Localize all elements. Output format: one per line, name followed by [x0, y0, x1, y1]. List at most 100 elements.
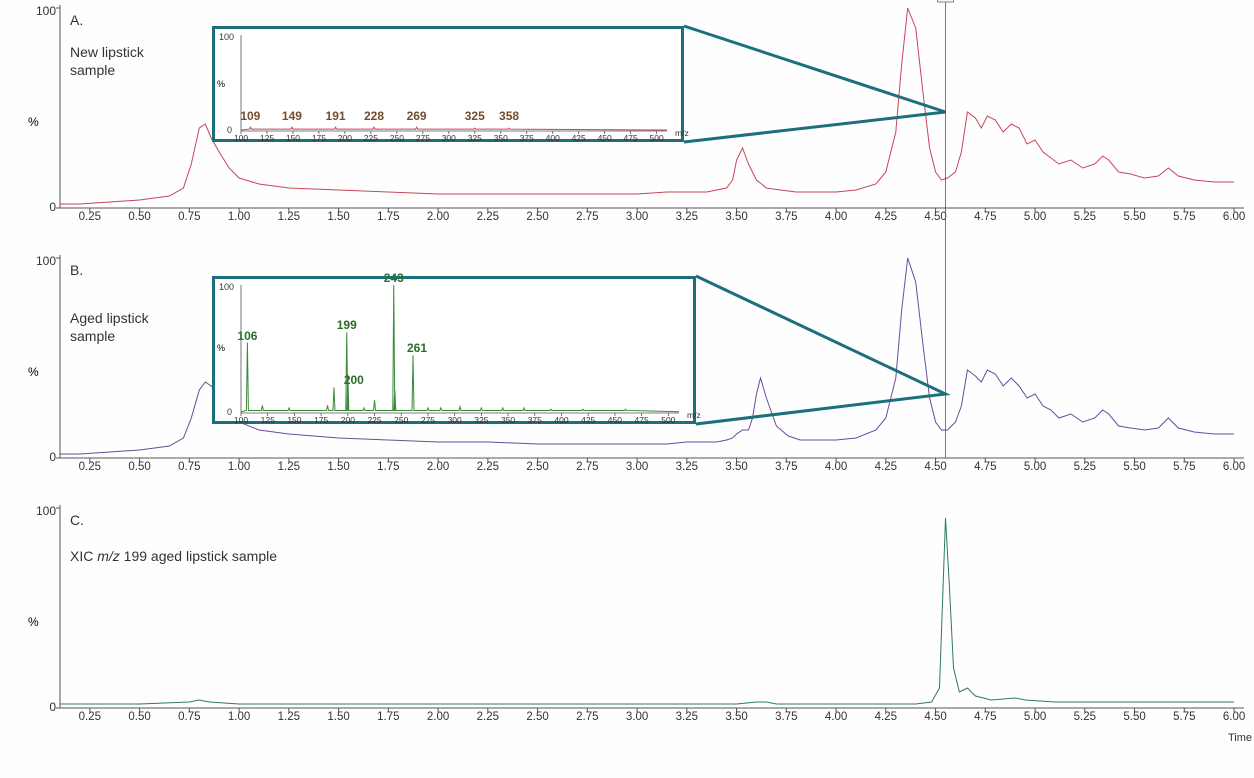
- inset-x-tick: 275: [416, 133, 430, 143]
- x-tick: 0.75: [178, 461, 200, 473]
- x-tick: 3.50: [725, 461, 747, 473]
- y-tick-100: 100: [36, 4, 56, 18]
- inset-x-tick: 325: [474, 415, 488, 425]
- inset-x-tick: 275: [421, 415, 435, 425]
- y-tick-100: 100: [36, 254, 56, 268]
- panel-letter-C: C.: [70, 512, 84, 528]
- x-tick: 4.50: [924, 461, 946, 473]
- x-tick: 5.75: [1173, 461, 1195, 473]
- inset-x-tick: 225: [364, 133, 378, 143]
- x-tick: 4.75: [974, 211, 996, 223]
- x-tick: 0.25: [79, 211, 101, 223]
- x-tick: 1.50: [327, 211, 349, 223]
- inset-x-tick: 500: [650, 133, 664, 143]
- inset-peak-label: 109: [240, 109, 260, 123]
- x-tick: 5.25: [1074, 711, 1096, 723]
- inset-peak-label: 200: [344, 373, 364, 387]
- panel-title-A: New lipsticksample: [70, 44, 144, 79]
- inset-x-tick: 225: [367, 415, 381, 425]
- x-tick: 4.75: [974, 461, 996, 473]
- x-tick: 2.25: [477, 461, 499, 473]
- x-tick: 0.75: [178, 711, 200, 723]
- inset-x-tick: 300: [448, 415, 462, 425]
- x-tick: 0.75: [178, 211, 200, 223]
- inset-peak-label: 228: [364, 109, 384, 123]
- inset-x-tick: 175: [312, 133, 326, 143]
- inset-y-0: 0: [227, 407, 232, 417]
- x-tick: 5.00: [1024, 711, 1046, 723]
- inset-x-tick: 500: [661, 415, 675, 425]
- x-tick: 4.00: [825, 711, 847, 723]
- x-tick: 2.50: [526, 211, 548, 223]
- inset-x-tick: 100: [234, 133, 248, 143]
- x-tick: 1.00: [228, 461, 250, 473]
- x-tick: 2.50: [526, 711, 548, 723]
- x-tick: 4.25: [875, 711, 897, 723]
- x-tick: 5.50: [1123, 211, 1145, 223]
- y-label-percent: %: [28, 615, 39, 629]
- x-tick: 4.75: [974, 711, 996, 723]
- x-tick: 1.00: [228, 211, 250, 223]
- x-tick: 1.75: [377, 711, 399, 723]
- inset-x-tick: 350: [501, 415, 515, 425]
- inset-y-label: %: [217, 343, 225, 353]
- x-tick: 4.25: [875, 461, 897, 473]
- y-label-percent: %: [28, 115, 39, 129]
- x-tick: 2.75: [576, 461, 598, 473]
- x-tick: 2.75: [576, 711, 598, 723]
- inset-x-tick: 425: [572, 133, 586, 143]
- inset-x-label: m/z: [675, 128, 689, 138]
- inset-x-tick: 375: [520, 133, 534, 143]
- y-tick-0: 0: [49, 700, 56, 714]
- x-tick: 1.25: [278, 711, 300, 723]
- x-tick: 1.00: [228, 711, 250, 723]
- x-tick: 5.50: [1123, 711, 1145, 723]
- inset-x-tick: 325: [468, 133, 482, 143]
- inset-peak-label: 106: [237, 329, 257, 343]
- x-tick: 4.00: [825, 211, 847, 223]
- x-tick: 6.00: [1223, 211, 1245, 223]
- x-tick: 0.50: [128, 711, 150, 723]
- x-tick: 1.50: [327, 461, 349, 473]
- x-tick: 3.75: [775, 461, 797, 473]
- inset-y-100: 100: [219, 32, 234, 42]
- x-tick: 5.25: [1074, 461, 1096, 473]
- inset-peak-label: 243: [384, 271, 404, 285]
- inset-x-tick: 300: [442, 133, 456, 143]
- inset-A: 100 0 % 10012515017520022525027530032535…: [212, 26, 684, 142]
- x-tick: 4.00: [825, 461, 847, 473]
- x-tick: 1.75: [377, 461, 399, 473]
- inset-x-tick: 150: [286, 133, 300, 143]
- inset-x-tick: 200: [341, 415, 355, 425]
- x-tick: 3.00: [626, 711, 648, 723]
- inset-x-tick: 450: [598, 133, 612, 143]
- x-tick: 2.00: [427, 461, 449, 473]
- inset-x-tick: 100: [234, 415, 248, 425]
- inset-x-label: m/z: [687, 410, 701, 420]
- y-tick-0: 0: [49, 450, 56, 464]
- inset-x-tick: 150: [287, 415, 301, 425]
- x-tick: 3.50: [725, 711, 747, 723]
- inset-x-tick: 125: [261, 415, 275, 425]
- x-tick: 1.50: [327, 711, 349, 723]
- panel-title-C: XIC m/z 199 aged lipstick sample: [70, 548, 277, 566]
- y-tick-0: 0: [49, 200, 56, 214]
- x-tick: 3.50: [725, 211, 747, 223]
- inset-x-tick: 250: [394, 415, 408, 425]
- x-tick: 2.25: [477, 211, 499, 223]
- x-tick: 5.00: [1024, 461, 1046, 473]
- panel-letter-B: B.: [70, 262, 83, 278]
- panel-title-B: Aged lipsticksample: [70, 310, 149, 345]
- inset-x-tick: 475: [635, 415, 649, 425]
- inset-peak-label: 261: [407, 341, 427, 355]
- x-tick: 0.25: [79, 711, 101, 723]
- x-tick: 3.00: [626, 461, 648, 473]
- x-tick: 3.25: [676, 461, 698, 473]
- x-tick: 5.50: [1123, 461, 1145, 473]
- x-axis: 0.250.500.751.001.251.501.752.002.252.50…: [60, 208, 1244, 226]
- inset-x-tick: 400: [554, 415, 568, 425]
- x-tick: 4.50: [924, 211, 946, 223]
- x-tick: 6.00: [1223, 461, 1245, 473]
- plot-area: [60, 508, 1244, 708]
- inset-peak-label: 191: [326, 109, 346, 123]
